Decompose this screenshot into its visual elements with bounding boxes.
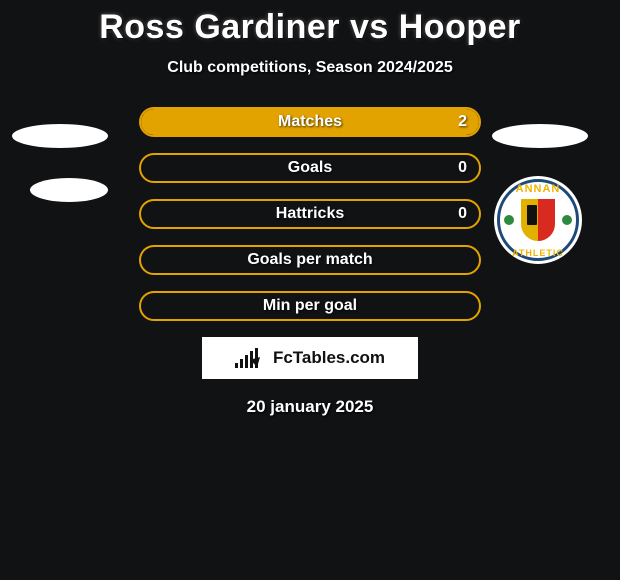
brand-box: FcTables.com (202, 337, 418, 379)
thistle-icon (562, 215, 572, 225)
stat-label: Hattricks (276, 205, 344, 223)
stat-row: Min per goal (139, 291, 481, 321)
left-marker-2 (30, 178, 108, 202)
stat-row: Matches 2 (139, 107, 481, 137)
club-badge: ANNAN ATHLETIC (494, 176, 582, 264)
thistle-icon (504, 215, 514, 225)
stats-panel: Matches 2 Goals 0 Hattricks 0 Goals per match M… (139, 107, 481, 321)
stat-value: 0 (458, 205, 467, 223)
stat-row: Hattricks 0 (139, 199, 481, 229)
stat-value: 2 (458, 113, 467, 131)
stat-label: Goals (288, 159, 332, 177)
stat-label: Goals per match (247, 251, 372, 269)
brand-text: FcTables.com (273, 348, 385, 368)
right-marker (492, 124, 588, 148)
stat-row: Goals per match (139, 245, 481, 275)
stat-row: Goals 0 (139, 153, 481, 183)
stat-value: 0 (458, 159, 467, 177)
stat-label: Matches (278, 113, 342, 131)
left-marker-1 (12, 124, 108, 148)
badge-text-bottom: ATHLETIC (512, 248, 564, 258)
page-title: Ross Gardiner vs Hooper (0, 0, 620, 47)
badge-shield-icon (521, 199, 555, 241)
stat-label: Min per goal (263, 297, 357, 315)
date-label: 20 january 2025 (0, 397, 620, 417)
badge-text-top: ANNAN (516, 183, 561, 195)
subtitle: Club competitions, Season 2024/2025 (0, 59, 620, 77)
